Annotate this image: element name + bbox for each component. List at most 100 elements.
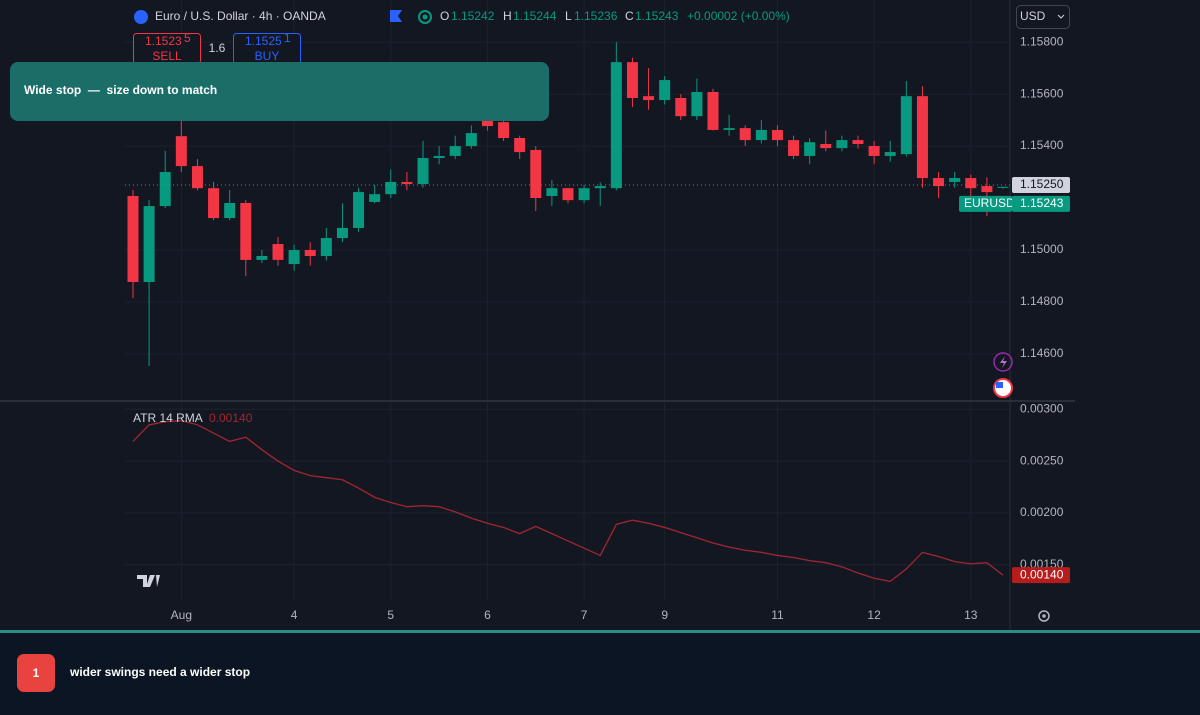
sell-label[interactable]: SELL	[152, 49, 182, 63]
candle-body	[481, 117, 493, 127]
y-tick-label: 0.00250	[1020, 453, 1064, 467]
y-tick-label: 1.15400	[1020, 138, 1064, 152]
candle-body	[594, 186, 606, 189]
candle-body	[949, 178, 961, 182]
price-line-box	[1012, 177, 1070, 194]
ohlc-value: 1.15236	[574, 9, 618, 23]
candle-body	[401, 181, 413, 185]
ohlc-letter: L	[565, 9, 572, 23]
candle-body	[353, 192, 365, 228]
x-tick-label: 4	[291, 608, 298, 622]
candle-body	[788, 140, 800, 156]
x-tick-label: 13	[964, 608, 978, 622]
ohlc-letter: H	[503, 9, 512, 23]
candle-body	[868, 146, 880, 156]
banner-text: Wide stop — size down to match	[24, 83, 217, 97]
candle-body	[369, 194, 381, 202]
settings-center	[1042, 614, 1046, 618]
candle-body	[530, 149, 542, 199]
candle-body	[820, 143, 832, 149]
symbol-title: Euro / U.S. Dollar · 4h · OANDA	[155, 9, 326, 23]
indicator-value: 0.00140	[209, 411, 253, 425]
candle-body	[739, 128, 751, 141]
candle-body	[272, 244, 284, 260]
x-tick-label: 6	[484, 608, 491, 622]
candle-body	[900, 96, 912, 155]
buy-label[interactable]: BUY	[255, 49, 280, 63]
flag-icon	[390, 10, 402, 22]
candle-body	[643, 96, 655, 101]
ohlc-value: 1.15244	[513, 9, 557, 23]
buy-pip[interactable]: 1	[284, 31, 291, 45]
candle-body	[433, 155, 445, 159]
candle-body	[916, 96, 928, 179]
last-price-box	[1012, 195, 1070, 212]
candle-body	[610, 62, 622, 189]
candle-body	[659, 80, 671, 101]
candle-body	[514, 138, 526, 153]
indicator-value-box	[1012, 567, 1070, 584]
candle-body	[288, 250, 300, 265]
sell-price[interactable]: 1.1523	[145, 34, 182, 48]
candle-body	[336, 227, 348, 239]
last-price-label: 1.15243	[1020, 196, 1064, 210]
candle-body	[965, 178, 977, 189]
y-tick-label: 1.15000	[1020, 242, 1064, 256]
candle-body	[771, 129, 783, 141]
currency-label[interactable]: USD	[1020, 9, 1046, 23]
currency-button[interactable]	[1016, 5, 1070, 29]
symbol-icon	[134, 10, 148, 24]
y-tick-label: 0.00300	[1020, 401, 1064, 415]
y-tick-label: 1.14600	[1020, 346, 1064, 360]
ohlc-letter: O	[440, 9, 449, 23]
candle-body	[256, 256, 268, 260]
x-tick-label: 9	[661, 608, 668, 622]
candle-body	[465, 133, 477, 147]
candle-body	[578, 188, 590, 201]
caption-border	[0, 630, 1200, 633]
candle-body	[175, 136, 187, 167]
candle-body	[981, 186, 993, 193]
candle-body	[852, 140, 864, 144]
candle-body	[675, 97, 687, 117]
indicator-title: ATR 14 RMA	[133, 411, 203, 425]
buy-price[interactable]: 1.1525	[245, 34, 282, 48]
caption-bar	[0, 632, 1200, 715]
candle-body	[417, 158, 429, 185]
candle-body	[159, 172, 171, 207]
candle-body	[208, 188, 220, 219]
y-tick-label: 1.14800	[1020, 294, 1064, 308]
candle-body	[836, 140, 848, 149]
y-tick-label: 1.15800	[1020, 34, 1064, 48]
candle-body	[449, 146, 461, 156]
candle-body	[723, 128, 735, 130]
candle-body	[626, 62, 638, 98]
sell-pip[interactable]: 5	[184, 31, 191, 45]
symbol-tag-label: EURUSD	[964, 196, 1015, 210]
candle-body	[143, 206, 155, 283]
ohlc-value: 1.15243	[635, 9, 679, 23]
alert-bolt	[1000, 356, 1007, 368]
x-tick-label: 5	[387, 608, 394, 622]
candle-body	[546, 188, 558, 196]
candle-body	[224, 202, 236, 219]
plot: Aug 4 5 6 7 9 11 12 13 1.15800 1.15600 1.15400 1.150…	[125, 34, 1070, 622]
caption-badge	[17, 654, 55, 692]
candle-body	[240, 202, 252, 260]
caption-text: wider swings need a wider stop	[69, 665, 250, 679]
alert-icon[interactable]	[993, 352, 1013, 372]
x-tick-label: 7	[581, 608, 588, 622]
ohlc-value: 1.15242	[451, 9, 495, 23]
x-tick-label: 12	[867, 608, 881, 622]
candle-body	[884, 152, 896, 156]
candle-body	[498, 122, 510, 139]
candle-body	[691, 92, 703, 117]
event-flag	[996, 382, 1003, 388]
settings-icon[interactable]	[1038, 610, 1050, 622]
y-tick-label: 1.15600	[1020, 86, 1064, 100]
candle-body	[191, 166, 203, 189]
candle-body	[707, 92, 719, 130]
atr-line	[132, 420, 1004, 583]
spread: 1.6	[209, 41, 226, 55]
